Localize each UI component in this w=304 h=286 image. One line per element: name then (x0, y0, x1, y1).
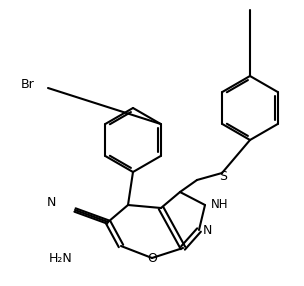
Text: S: S (219, 170, 227, 184)
Text: N: N (203, 223, 212, 237)
Text: NH: NH (211, 198, 229, 212)
Text: N: N (46, 196, 56, 210)
Text: O: O (147, 251, 157, 265)
Text: H₂N: H₂N (48, 251, 72, 265)
Text: Br: Br (21, 78, 35, 90)
